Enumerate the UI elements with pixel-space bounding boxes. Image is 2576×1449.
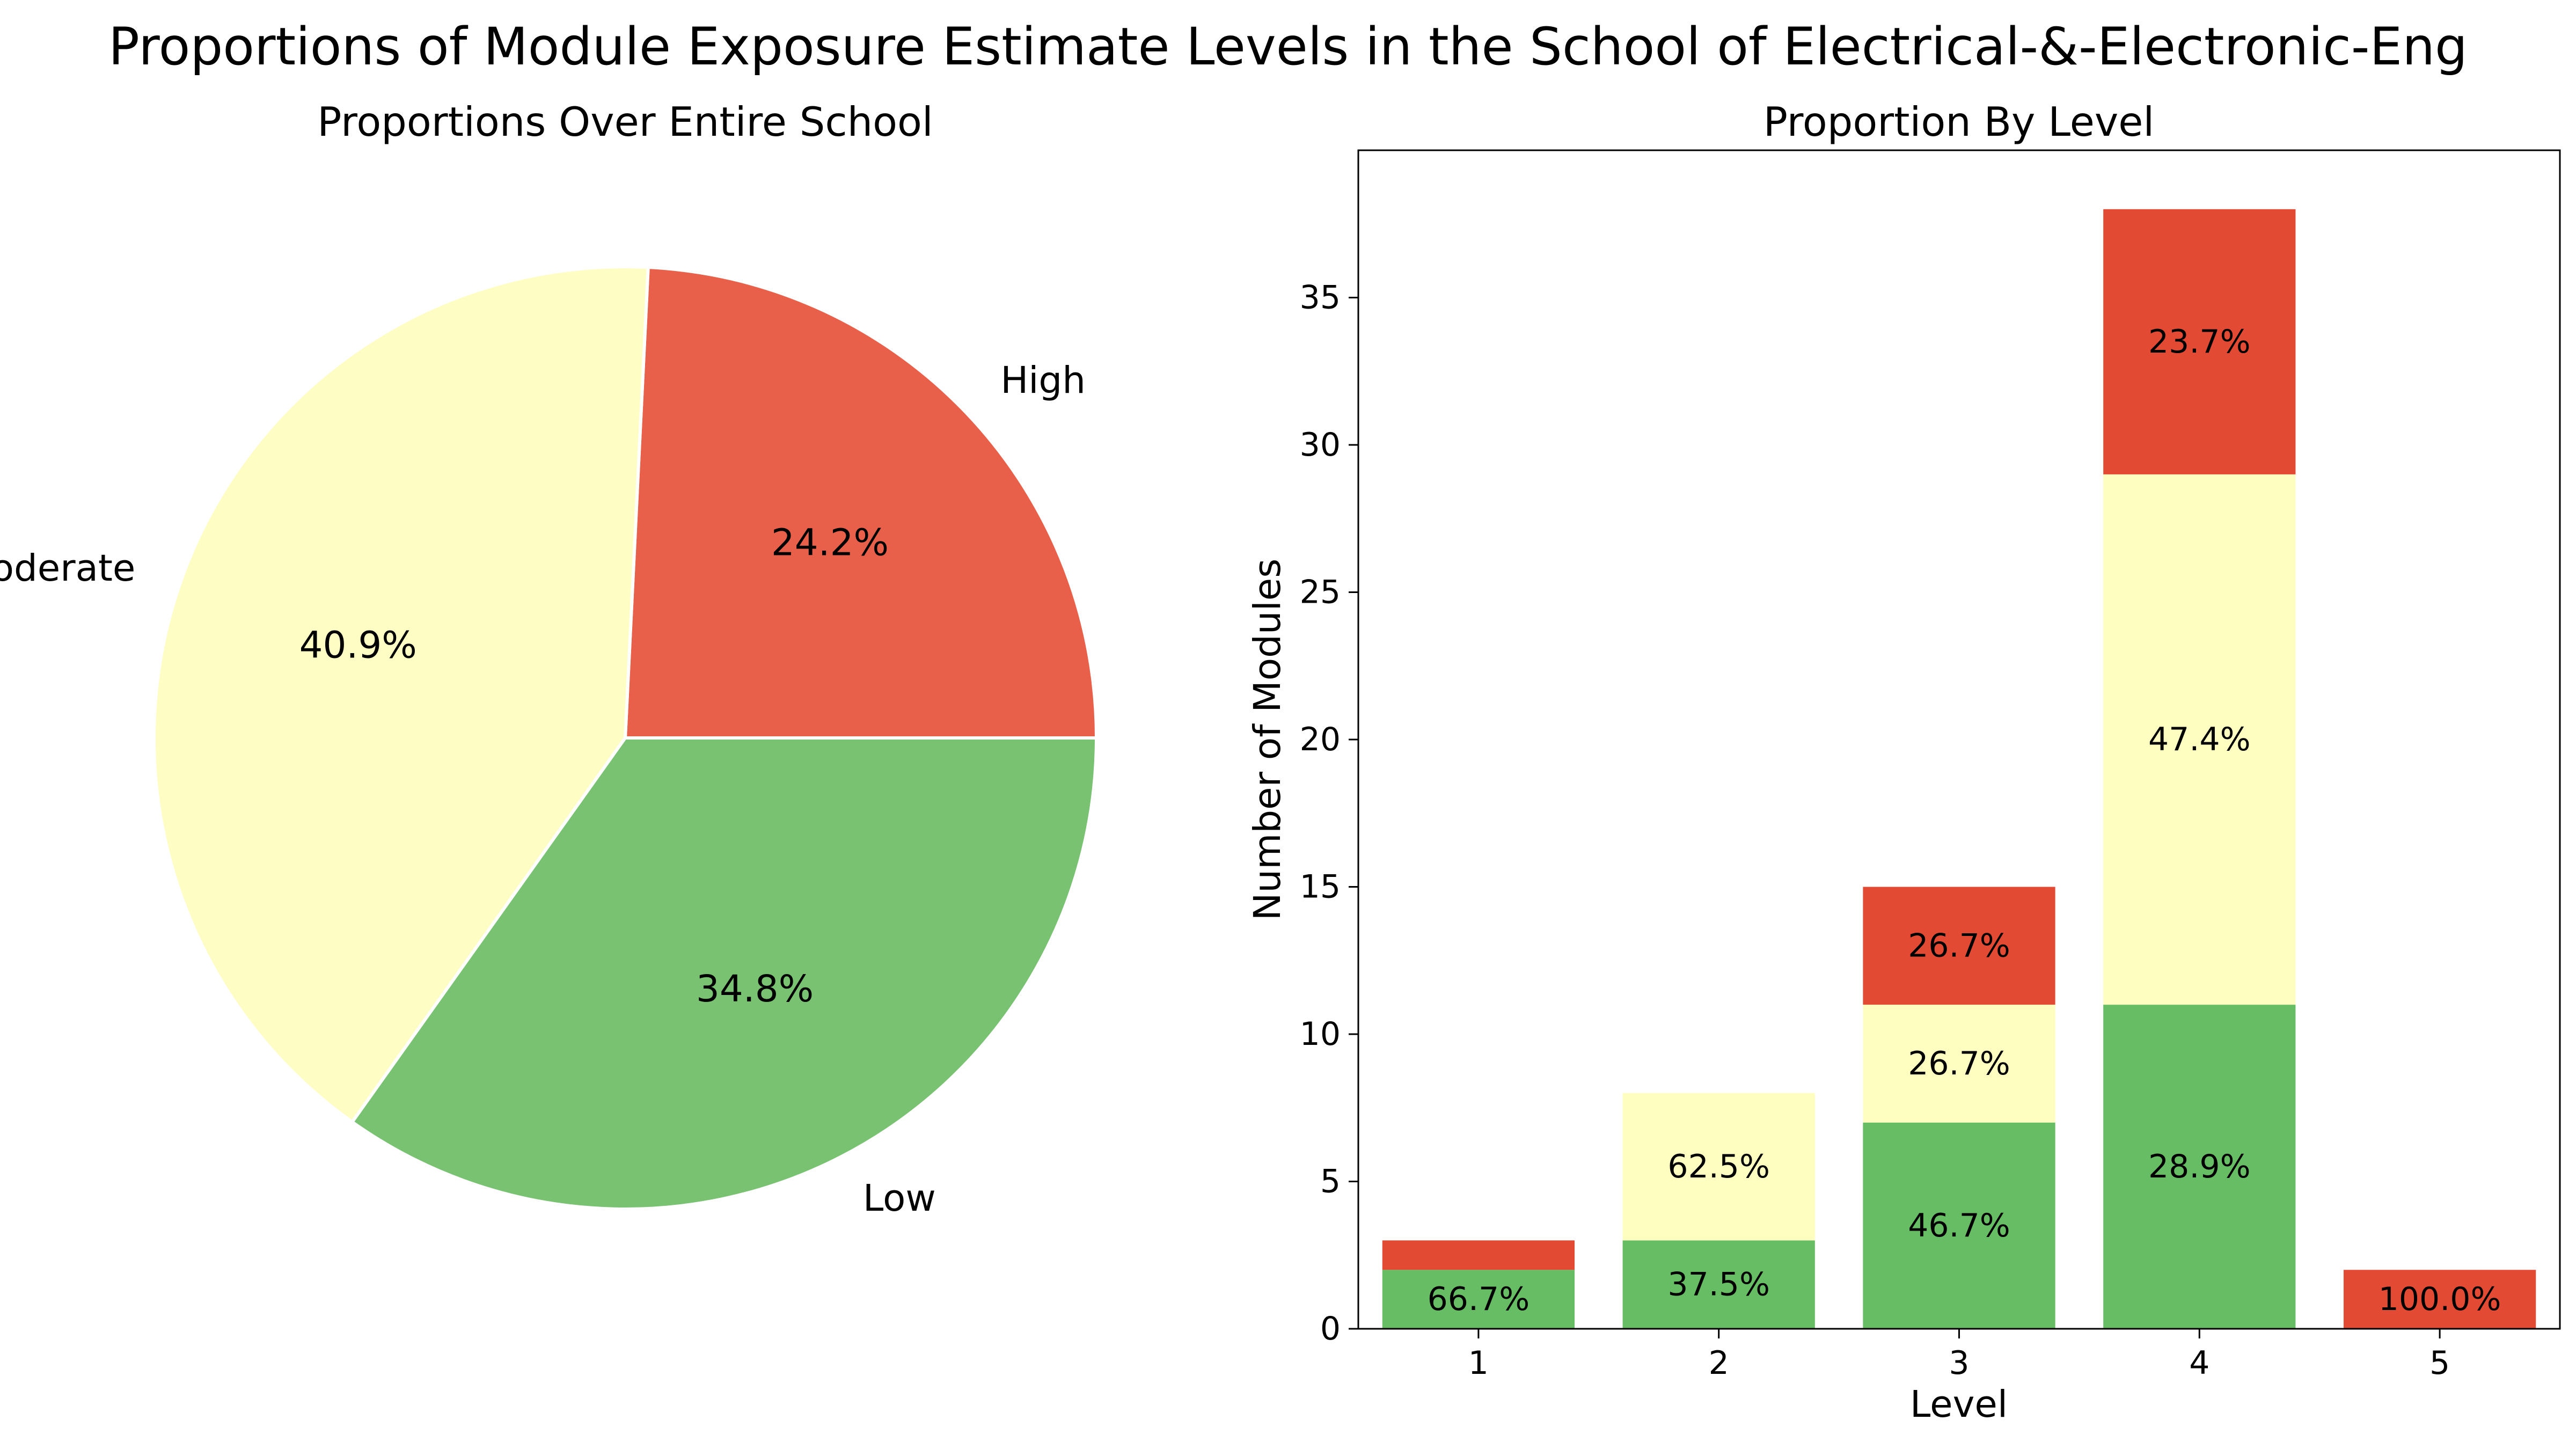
x-tick-label-3: 3 xyxy=(1949,1344,1969,1382)
x-tick-label-5: 5 xyxy=(2429,1344,2450,1382)
bar-labels: 66.7% 37.5% 62.5% 46.7% 26.7% 26.7% 28.9% 47.4%… xyxy=(1428,323,2501,1318)
pie-category-label-low: Low xyxy=(863,1177,936,1220)
y-tick-label-0: 0 xyxy=(1320,1310,1341,1348)
bar-label-moderate-level-2: 62.5% xyxy=(1667,1148,1770,1185)
bar-label-high-level-4: 23.7% xyxy=(2148,323,2251,361)
bar-rects xyxy=(1382,209,2536,1329)
bar-moderate-level-2 xyxy=(1622,1093,1815,1241)
pie-slice-low xyxy=(350,736,1099,1211)
bar-label-low-level-1: 66.7% xyxy=(1428,1280,1530,1318)
bar-label-low-level-3: 46.7% xyxy=(1908,1207,2010,1245)
bar-high-level-3 xyxy=(1863,887,2055,1005)
pie-category-label-moderate: Moderate xyxy=(0,547,135,590)
bar-label-moderate-level-3: 26.7% xyxy=(1908,1045,2010,1082)
y-tick-label-10: 10 xyxy=(1300,1015,1341,1053)
pie-chart-title: Proportions Over Entire School xyxy=(317,98,933,145)
bar-low-level-3 xyxy=(1863,1122,2055,1329)
pie-chart: Proportions Over Entire School 24.2% High… xyxy=(0,98,1099,1220)
pie-slice-high xyxy=(623,265,1099,740)
x-axis: 1 2 3 4 5 xyxy=(1468,1329,2450,1382)
x-axis-label: Level xyxy=(1910,1383,2008,1426)
y-tick-label-30: 30 xyxy=(1300,426,1341,464)
x-tick-label-1: 1 xyxy=(1468,1344,1489,1382)
pie-pct-label-high: 24.2% xyxy=(771,522,889,565)
y-tick-label-25: 25 xyxy=(1300,574,1341,611)
bar-label-high-level-3: 26.7% xyxy=(1908,927,2010,964)
bar-label-low-level-4: 28.9% xyxy=(2148,1148,2251,1185)
pie-pct-label-low: 34.8% xyxy=(696,968,814,1011)
y-tick-label-5: 5 xyxy=(1320,1163,1341,1201)
bar-high-level-1 xyxy=(1382,1240,1575,1270)
bar-high-level-4 xyxy=(2103,209,2296,474)
pie-pct-label-moderate: 40.9% xyxy=(299,624,417,667)
bar-label-low-level-2: 37.5% xyxy=(1667,1266,1770,1304)
y-axis: 0 5 10 15 20 25 30 35 xyxy=(1300,279,1358,1348)
y-tick-label-20: 20 xyxy=(1300,721,1341,758)
bar-chart: Proportion By Level 66.7% 37.5% 62.5% 46.7%… xyxy=(1246,98,2561,1426)
bar-label-moderate-level-4: 47.4% xyxy=(2148,721,2251,758)
pie-labels: 24.2% High 40.9% Moderate 34.8% Low xyxy=(0,359,1086,1220)
y-tick-label-15: 15 xyxy=(1300,868,1341,906)
y-axis-label: Number of Modules xyxy=(1246,559,1289,920)
bar-chart-title: Proportion By Level xyxy=(1763,98,2154,145)
bar-low-level-4 xyxy=(2103,1005,2296,1329)
pie-category-label-high: High xyxy=(1000,359,1086,402)
bar-label-high-level-5: 100.0% xyxy=(2379,1280,2501,1318)
pie-slices xyxy=(152,265,1099,1211)
bar-moderate-level-3 xyxy=(1863,1005,2055,1123)
y-tick-label-35: 35 xyxy=(1300,279,1341,317)
pie-slice-moderate xyxy=(152,265,650,1124)
bar-low-level-1 xyxy=(1382,1270,1575,1329)
x-tick-label-2: 2 xyxy=(1709,1344,1729,1382)
bar-high-level-5 xyxy=(2343,1270,2536,1329)
x-tick-label-4: 4 xyxy=(2189,1344,2209,1382)
bar-low-level-2 xyxy=(1622,1240,1815,1329)
figure-title: Proportions of Module Exposure Estimate … xyxy=(108,17,2468,77)
bar-moderate-level-4 xyxy=(2103,474,2296,1005)
